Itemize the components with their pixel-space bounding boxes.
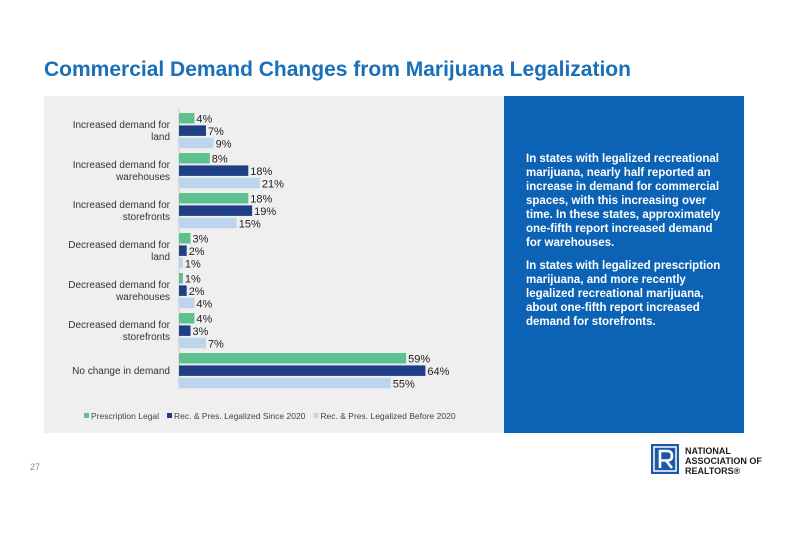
data-label: 8%: [212, 154, 228, 166]
callout-panel: In states with legalized recreational ma…: [504, 96, 744, 433]
category-label: No change in demand: [72, 366, 170, 377]
bar: [179, 153, 210, 164]
bar: [179, 257, 183, 269]
bar: [179, 125, 206, 136]
data-label: 4%: [196, 314, 212, 326]
bar: [179, 353, 407, 364]
data-label: 59%: [408, 354, 430, 366]
bar: [179, 177, 260, 189]
callout-paragraph-2: In states with legalized prescription ma…: [526, 260, 721, 328]
category-label: warehouses: [115, 172, 170, 183]
legend-label: Rec. & Pres. Legalized Since 2020: [174, 411, 306, 421]
category-label: Decreased demand for: [68, 240, 170, 251]
realtor-r-icon: [651, 444, 679, 474]
data-label: 18%: [250, 194, 272, 206]
bar: [179, 165, 249, 176]
nar-logo: NATIONAL ASSOCIATION OF REALTORS®: [651, 444, 771, 480]
logo-line-3: REALTORS®: [685, 466, 741, 476]
data-label: 1%: [185, 274, 201, 286]
page-number: 27: [30, 462, 41, 472]
bar: [179, 337, 206, 349]
bar: [179, 217, 237, 229]
bar: [179, 193, 249, 204]
category-label: land: [151, 252, 170, 263]
data-label: 7%: [208, 126, 224, 138]
page-title: Commercial Demand Changes from Marijuana…: [44, 58, 631, 81]
category-label: storefronts: [123, 332, 170, 343]
chart-panel: Increased demand for land 4% 7% 9% Increased …: [44, 96, 504, 433]
data-label: 3%: [193, 234, 209, 246]
data-label: 4%: [196, 298, 212, 310]
callout-paragraph-1: In states with legalized recreational ma…: [526, 153, 721, 249]
data-label: 64%: [427, 366, 449, 378]
category-label: Decreased demand for: [68, 280, 170, 291]
bar: [179, 365, 426, 376]
logo-line-2: ASSOCIATION OF: [685, 456, 762, 466]
data-label: 19%: [254, 206, 276, 218]
data-label: 21%: [262, 178, 284, 190]
bar: [179, 325, 191, 336]
bar: [179, 245, 187, 256]
logo-line-1: NATIONAL: [685, 446, 731, 456]
category-label: land: [151, 132, 170, 143]
category-label: storefronts: [123, 212, 170, 223]
category-label: Increased demand for: [73, 120, 171, 131]
bar: [179, 377, 391, 389]
data-label: 15%: [239, 218, 261, 230]
legend-label: Prescription Legal: [91, 411, 159, 421]
data-label: 2%: [189, 286, 205, 298]
category-label: Decreased demand for: [68, 320, 170, 331]
category-label: warehouses: [115, 292, 170, 303]
bar: [179, 297, 195, 309]
category-label: Increased demand for: [73, 160, 171, 171]
bar: [179, 313, 195, 324]
category-label: Increased demand for: [73, 200, 171, 211]
bar: [179, 205, 253, 216]
data-label: 7%: [208, 338, 224, 350]
logo-text: NATIONAL ASSOCIATION OF REALTORS®: [685, 446, 762, 476]
legend-swatch: [313, 413, 319, 418]
bar: [179, 233, 191, 244]
bar: [179, 285, 187, 296]
bar: [179, 113, 195, 124]
data-label: 18%: [250, 166, 272, 178]
data-label: 3%: [193, 326, 209, 338]
data-label: 2%: [189, 246, 205, 258]
legend-swatch: [167, 413, 173, 418]
data-label: 1%: [185, 258, 201, 270]
bar: [179, 273, 183, 284]
bar-chart: Increased demand forland4%7%9%Increased …: [68, 108, 456, 421]
data-label: 9%: [216, 138, 232, 150]
legend-swatch: [84, 413, 89, 418]
legend-label: Rec. & Pres. Legalized Before 2020: [320, 411, 455, 421]
bar: [179, 137, 214, 149]
data-label: 4%: [196, 114, 212, 126]
data-label: 55%: [393, 378, 415, 390]
